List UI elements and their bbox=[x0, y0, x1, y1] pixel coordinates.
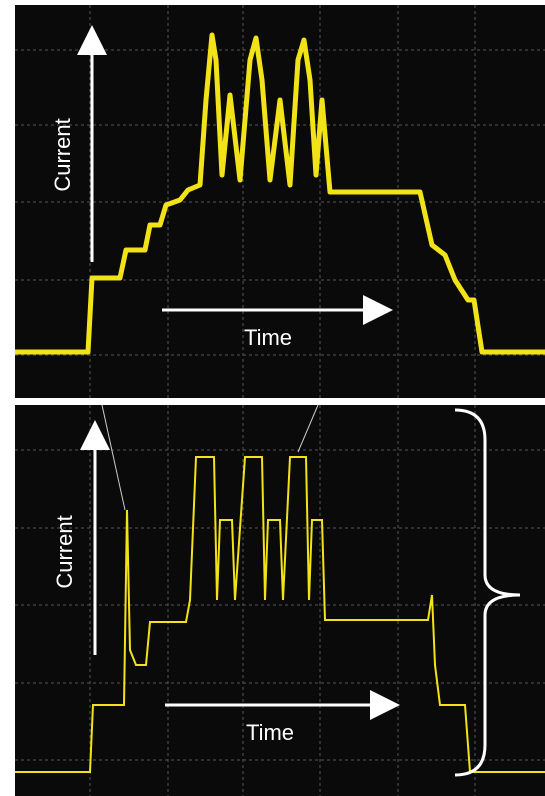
x-label: Time bbox=[244, 325, 292, 350]
top-scope: Current Time bbox=[15, 5, 545, 398]
y-label: Current bbox=[50, 118, 75, 191]
page: Current Time Current Time bbox=[0, 0, 545, 796]
bottom-scope: Current Time bbox=[15, 405, 545, 796]
x-label: Time bbox=[246, 720, 294, 745]
y-label: Current bbox=[52, 515, 77, 588]
